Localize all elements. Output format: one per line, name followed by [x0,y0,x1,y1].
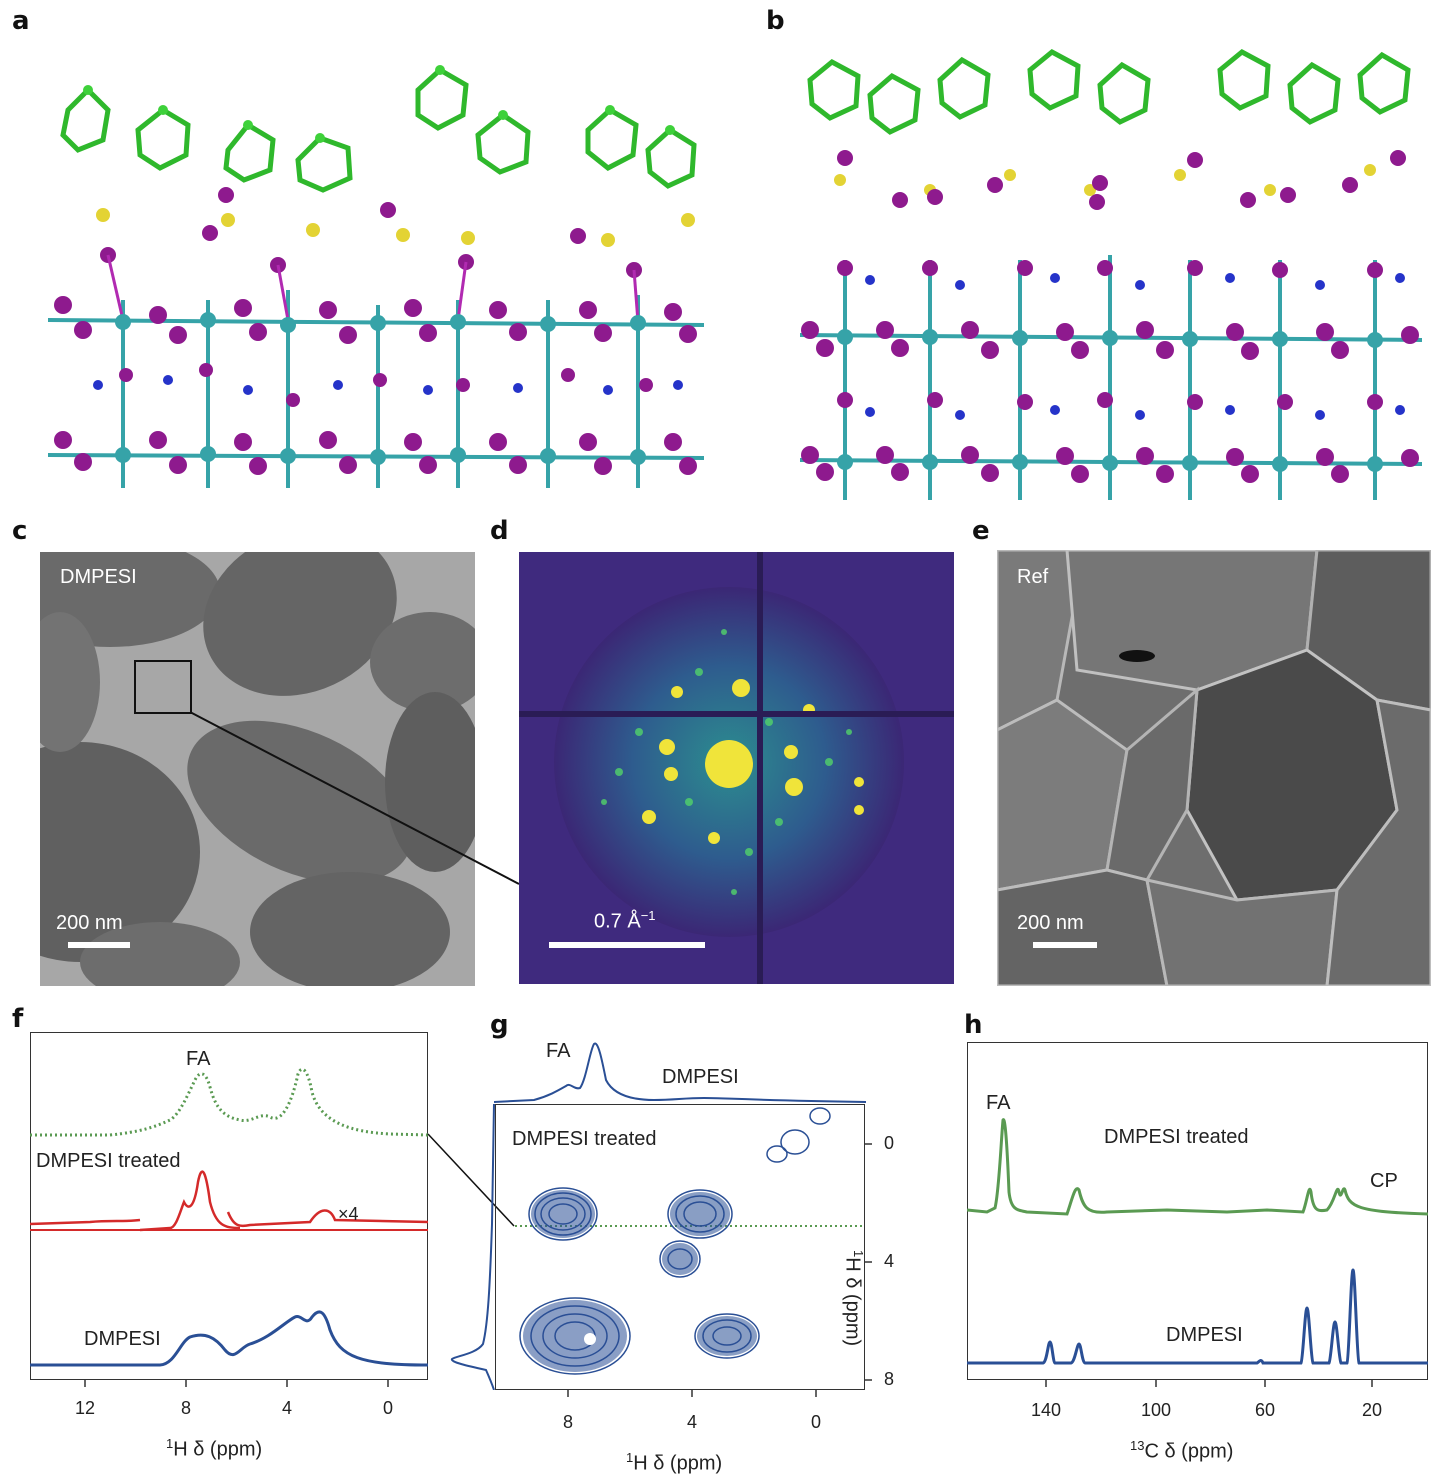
panel-c-sample-label: DMPESI [60,566,137,588]
panel-g-ytick-8: 8 [884,1369,895,1389]
panel-d-scalebar-exponent: −1 [640,908,656,923]
panel-g-treated-label: DMPESI treated [512,1128,657,1150]
panel-f-xtick-0: 0 [382,1398,394,1418]
panel-d-scalebar-value: 0.7 Å [594,910,641,933]
panel-g-xtick-0: 0 [810,1412,822,1432]
panel-g-plot-frame [495,1104,865,1390]
panel-h-xlabel-sup: 13 [1130,1438,1145,1453]
panel-g-ytick-4: 4 [884,1251,895,1271]
panel-g-ylabel: 1H δ (ppm) [840,1250,866,1346]
panel-e-sample-label: Ref [1017,566,1049,588]
panel-f-treated-trace-main [139,1170,241,1232]
panel-h-dmpesi-trace [967,1268,1428,1365]
panel-f-xtick-4: 4 [281,1398,293,1418]
panel-f-fa-label: FA [186,1048,211,1070]
panel-label-f: f [12,1004,24,1034]
panel-e-image: Ref 200 nm [997,550,1431,986]
panel-h-xtick-60: 60 [1254,1400,1276,1420]
panel-h-dmpesi-label: DMPESI [1166,1324,1243,1346]
panel-h-treated-trace [967,1118,1428,1216]
panel-b-structure [800,49,1422,500]
panel-d-scalebar [549,942,705,948]
panel-label-a: a [12,6,30,36]
panel-a-structure [48,65,704,488]
panel-c-tem-image: DMPESI 200 nm [40,552,475,986]
panel-c-grains [40,552,475,986]
panel-g-dmpesi-label: DMPESI [662,1066,739,1088]
panel-f-xlabel-sup: 1 [166,1436,174,1451]
panel-g-xlabel-sup: 1 [626,1450,634,1465]
panel-c-zoom-box [134,660,192,714]
panel-f-spectra [30,1068,428,1367]
panel-d-diffraction: 0.7 Å−1 [519,552,954,984]
panel-b-inorganic-layers [800,255,1422,500]
panel-g-left-projection [450,1104,495,1390]
panel-f-treated-trace-left [30,1218,141,1226]
panel-c-scalebar-text: 200 nm [56,912,123,934]
panel-h-xtick-140: 140 [1030,1400,1062,1420]
panel-label-e: e [972,516,990,546]
panel-label-d: d [490,516,509,546]
panel-f-dmpesi-label: DMPESI [84,1328,161,1350]
panel-f-xtick-8: 8 [180,1398,192,1418]
panel-g-xtick-8: 8 [562,1412,574,1432]
panel-f-xlabel-text: H δ (ppm) [173,1438,263,1461]
panel-h-treated-label: DMPESI treated [1104,1126,1249,1148]
panel-g-xtick-4: 4 [686,1412,698,1432]
panel-g-fa-label: FA [546,1040,571,1062]
panel-a-inorganic-layers [48,254,704,488]
panel-d-scalebar-text: 0.7 Å−1 [594,908,656,934]
panel-label-h: h [964,1010,983,1040]
panel-a-organic-layer [60,65,697,278]
panel-g-top-projection [494,1042,866,1103]
panel-e-scalebar-text: 200 nm [1017,912,1084,934]
panel-h-cp-label: CP [1370,1170,1398,1192]
panel-f-xtick-12: 12 [74,1398,96,1418]
panel-g-ylabel-text: H δ (ppm) [841,1257,864,1347]
panel-h-xtick-20: 20 [1361,1400,1383,1420]
panel-g-contours [515,1107,865,1375]
panel-g-xlabel: 1H δ (ppm) [626,1450,722,1476]
panel-f-treated-label: DMPESI treated [36,1150,181,1172]
panel-h-spectra [967,1118,1428,1365]
panel-f-factor-label: ×4 [338,1204,359,1224]
panel-b-organic-layer [807,49,1411,210]
panel-h-fa-label: FA [986,1092,1011,1114]
panel-label-g: g [490,1010,509,1040]
panel-e-scalebar [1033,942,1097,948]
panel-f-xlabel: 1H δ (ppm) [166,1436,262,1462]
panel-label-b: b [766,6,785,36]
panel-d-pattern [519,552,954,984]
panel-g-ytick-0: 0 [884,1133,895,1153]
panel-g-xlabel-text: H δ (ppm) [633,1452,723,1475]
panel-c-scalebar [68,942,130,948]
panel-h-xlabel-text: C δ (ppm) [1144,1440,1234,1463]
panel-f-treated-trace-x4 [226,1209,428,1228]
panel-h-xtick-100: 100 [1140,1400,1172,1420]
panel-h-xlabel: 13C δ (ppm) [1130,1438,1233,1464]
panel-label-c: c [12,516,28,546]
panel-f-dmpesi-trace [30,1310,428,1367]
panel-e-grains [997,550,1431,986]
panel-f-fa-trace [30,1068,428,1137]
